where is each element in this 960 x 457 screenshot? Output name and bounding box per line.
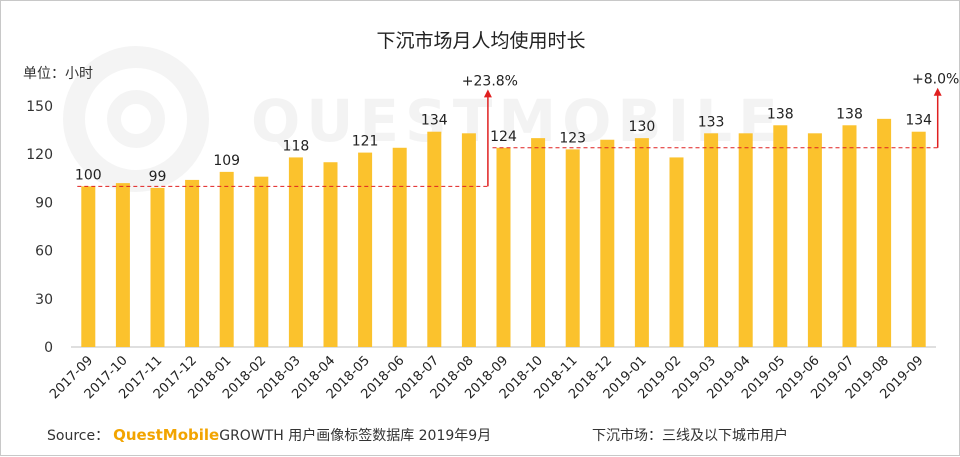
y-tick-label: 150 [26,99,53,115]
bar-2017-11 [150,187,165,347]
bar-2017-12 [185,179,200,347]
data-label: 133 [698,114,725,130]
growth-label: +23.8% [462,73,518,89]
growth-arrow-head-icon [933,87,942,96]
bar-2018-02 [254,176,269,347]
source-prefix: Source： [47,428,109,444]
bar-series [81,118,926,347]
bar-2018-10 [531,138,546,347]
bar-2018-04 [323,162,338,347]
y-tick-label: 120 [26,147,53,163]
watermark-logo-icon [63,46,209,192]
y-tick-label: 90 [35,195,53,211]
bar-2018-08 [461,133,476,347]
bar-2019-01 [634,138,649,347]
bar-2019-07 [842,125,857,347]
growth-label: +8.0% [912,72,959,88]
watermark-text: QUESTMOBILE [251,87,784,155]
y-tick-label: 60 [35,244,53,260]
bar-2018-05 [358,152,373,347]
bar-2018-06 [392,147,407,347]
bar-2018-12 [600,139,615,347]
footer-note: 下沉市场：三线及以下城市用户 [592,427,788,444]
bar-2019-03 [704,133,719,347]
data-label: 99 [149,169,167,185]
data-label: 109 [213,153,240,169]
footer: Source： QuestMobileGROWTH 用户画像标签数据库 2019年… [47,426,788,444]
data-label: 138 [767,106,794,122]
bar-2018-01 [219,171,234,347]
bar-2018-09 [496,147,511,347]
bar-2018-07 [427,131,442,347]
data-label: 134 [421,113,448,129]
data-label: 100 [75,167,102,183]
y-tick-label: 0 [44,340,53,356]
watermark: QUESTMOBILE [63,46,784,192]
bar-2017-10 [115,183,130,347]
bar-2017-09 [81,186,96,347]
unit-label: 单位：小时 [23,66,93,82]
bar-2019-08 [877,118,892,347]
x-axis: 2017-092017-102017-112017-122018-012018-… [47,353,926,402]
data-label: 123 [559,130,586,146]
y-tick-label: 30 [35,292,53,308]
source-brand: QuestMobile [113,426,219,444]
bar-2019-04 [738,133,753,347]
data-label: 124 [490,129,517,145]
bar-2019-05 [773,125,788,347]
data-label: 138 [836,106,863,122]
data-label: 118 [283,138,310,154]
watermark-logo-inner-icon [107,90,165,148]
chart-title: 下沉市场月人均使用时长 [376,30,585,52]
data-label: 130 [629,119,656,135]
bar-2019-02 [669,157,684,347]
growth-arrow-head-icon [483,89,492,98]
source-line: Source： QuestMobileGROWTH 用户画像标签数据库 2019年… [47,426,491,444]
bar-2019-06 [807,133,822,347]
bar-2019-09 [911,131,926,347]
source-rest: GROWTH 用户画像标签数据库 2019年9月 [219,427,491,444]
bar-2018-11 [565,149,580,347]
reference-lines: +23.8% +8.0% [77,72,959,187]
data-labels: 100 99 109 118 121 134 124 123 130 133 138 138 134 [75,106,932,185]
bar-2018-03 [288,157,303,347]
data-label: 134 [905,113,932,129]
data-label: 121 [352,134,379,150]
